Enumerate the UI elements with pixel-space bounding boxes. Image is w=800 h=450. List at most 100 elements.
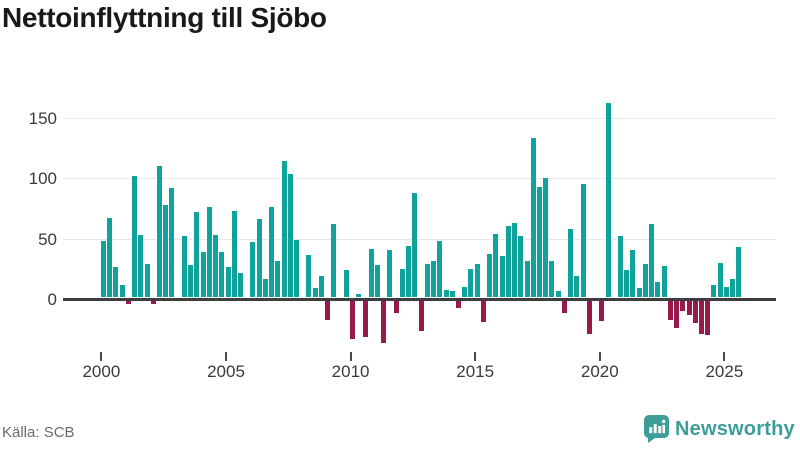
bar-2021Q3 [636,287,642,298]
bar-2025Q1 [723,286,729,298]
bar-2002Q3 [163,204,169,298]
chart-title: Nettoinflyttning till Sjöbo [2,2,327,33]
bar-2014Q3 [462,286,468,298]
bar-2023Q3 [686,300,692,315]
bar-2024Q2 [705,300,711,336]
bar-2000Q3 [113,267,119,298]
y-tick-label-150: 150 [28,109,57,129]
bar-2015Q1 [474,263,480,298]
bar-2009Q4 [343,269,349,298]
bar-2019Q3 [586,300,592,335]
bar-2016Q1 [499,256,505,298]
x-tick-label-2010: 2010 [331,362,370,381]
bar-2006Q1 [250,242,256,298]
bar-2011Q3 [387,250,393,298]
gridline-100 [63,178,776,180]
bar-2013Q4 [443,290,449,298]
bar-2000Q4 [119,285,125,298]
bar-2005Q1 [225,267,231,298]
bar-2018Q1 [549,261,555,298]
newsworthy-wordmark: Newsworthy [675,417,795,440]
bar-2008Q4 [318,275,324,298]
bar-2020Q2 [605,103,611,298]
bar-2021Q2 [630,250,636,298]
x-tick-label-2000: 2000 [82,362,121,381]
bar-2004Q1 [200,251,206,298]
bar-2012Q4 [418,300,424,331]
bar-2010Q2 [356,293,362,298]
bar-2016Q2 [505,226,511,298]
bar-2002Q1 [150,300,156,305]
x-tick-label-2015: 2015 [456,362,495,381]
bar-2021Q4 [642,263,648,298]
bar-2010Q4 [368,249,374,298]
bar-2007Q4 [294,239,300,298]
bar-2018Q3 [561,300,567,313]
bar-2025Q2 [730,279,736,298]
y-tick-label-100: 100 [28,169,57,189]
x-tick-label-2020: 2020 [580,362,619,381]
bar-2010Q3 [362,300,368,337]
bar-2013Q2 [431,261,437,298]
bar-2000Q1 [100,240,106,298]
x-tick-2010 [349,352,352,361]
bar-2017Q4 [543,178,549,298]
bar-2014Q4 [468,268,474,298]
bar-2001Q4 [144,263,150,298]
x-tick-label-2025: 2025 [705,362,744,381]
bar-2009Q2 [331,223,337,298]
bar-2011Q2 [381,300,387,343]
x-tick-2000 [100,352,103,361]
bar-2003Q3 [188,264,194,298]
bar-2012Q3 [412,192,418,298]
bar-2011Q1 [375,264,381,298]
gridline-50 [63,238,776,240]
bar-2006Q2 [256,219,262,298]
y-tick-label-50: 50 [38,229,57,249]
bar-2004Q4 [219,251,225,298]
bar-2008Q2 [306,255,312,298]
bar-2006Q3 [262,279,268,298]
bar-2010Q1 [350,300,356,340]
bar-2018Q2 [555,291,561,298]
x-tick-2005 [225,352,227,361]
bar-2023Q2 [680,300,686,312]
bar-2022Q1 [649,223,655,298]
bar-2015Q4 [493,233,499,298]
bar-2005Q3 [237,273,243,298]
bar-2020Q1 [599,300,605,321]
bar-2023Q1 [674,300,680,329]
x-axis-baseline [63,298,776,301]
bar-2017Q1 [524,261,530,298]
bar-2024Q4 [717,262,723,298]
bar-2022Q2 [655,281,661,298]
source-note: Källa: SCB [2,424,75,441]
bar-2003Q2 [181,235,187,298]
bar-2017Q2 [530,138,536,298]
bar-2014Q2 [456,300,461,308]
newsworthy-logo: Newsworthy [644,415,795,443]
bar-2012Q1 [399,268,405,298]
x-tick-label-2005: 2005 [207,362,245,381]
bar-2004Q3 [213,234,219,298]
bar-2011Q4 [393,300,399,313]
bar-2015Q2 [480,300,486,323]
bar-2013Q1 [424,263,430,298]
bar-2019Q1 [574,275,580,298]
bar-2021Q1 [624,269,630,298]
bar-2002Q4 [169,187,175,298]
bar-2022Q3 [661,266,667,298]
x-tick-2020 [598,352,601,361]
gridline-150 [63,118,776,120]
bar-2016Q3 [512,222,518,298]
bar-2001Q3 [138,234,144,298]
bar-2017Q3 [537,186,542,298]
bar-2025Q3 [736,246,742,298]
bar-2004Q2 [206,207,212,298]
bar-2006Q4 [269,207,275,298]
bar-2002Q2 [156,166,162,298]
bar-2023Q4 [692,300,698,324]
y-tick-label-0: 0 [47,290,57,309]
